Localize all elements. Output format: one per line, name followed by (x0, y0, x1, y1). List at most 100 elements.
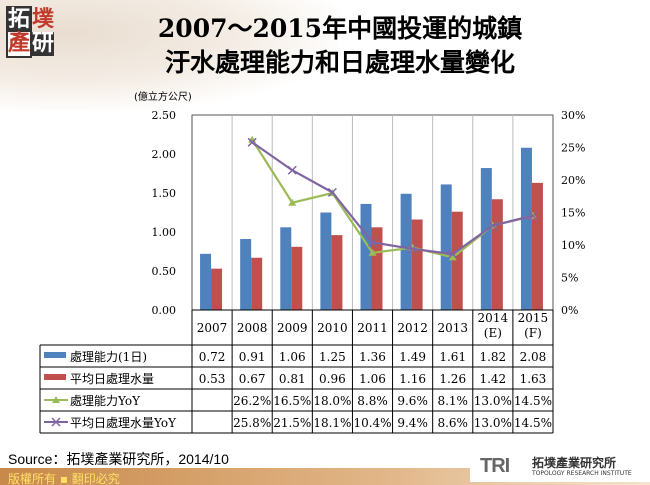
data-label: 10.4% (353, 416, 391, 430)
data-label: 1.42 (479, 372, 506, 386)
y-tick-label: 2.00 (152, 148, 177, 161)
x-marker (528, 211, 538, 221)
bar-daily-volume (371, 227, 383, 310)
y-tick-label: 1.50 (152, 187, 177, 200)
copyright-text: 版權所有 ▪ 翻印必究 (8, 472, 120, 485)
legend-label: 處理能力(1日) (70, 350, 147, 364)
data-label: 14.5% (514, 416, 552, 430)
data-label: 0.96 (319, 372, 346, 386)
bar-capacity (520, 147, 532, 310)
data-label: 1.06 (359, 372, 386, 386)
logo-char: 產 (8, 31, 31, 56)
bar-daily-volume (451, 211, 463, 310)
x-marker (408, 244, 418, 254)
data-label: 1.49 (399, 350, 426, 364)
x-tick-label: 2007 (197, 321, 228, 335)
x-tick-label: 2011 (357, 321, 388, 335)
data-label: 1.26 (439, 372, 466, 386)
data-label: 13.0% (474, 416, 512, 430)
data-label: 1.63 (520, 372, 547, 386)
x-tick-label: 2010 (317, 321, 348, 335)
bar-daily-volume (411, 219, 423, 310)
tri-mark: TRI (480, 455, 510, 478)
data-label: 2.08 (520, 350, 547, 364)
x-marker (448, 249, 458, 259)
legend-label: 平均日處理水量 (70, 372, 154, 386)
data-label: 9.4% (397, 416, 428, 430)
data-label: 1.16 (399, 372, 426, 386)
y-tick-label: 1.00 (152, 226, 177, 239)
y2-tick-label: 15% (561, 207, 585, 220)
bar-daily-volume (531, 182, 543, 310)
tri-name-cn: 拓墣產業研究所 (532, 456, 617, 470)
data-label: 1.61 (439, 350, 466, 364)
bar-capacity (480, 168, 492, 310)
tri-logo: TRI 拓墣產業研究所 TOPOLOGY RESEARCH INSTITUTE (470, 452, 650, 482)
x-tick-label: (F) (524, 326, 542, 340)
triangle-marker (288, 198, 297, 206)
bar-daily-volume (291, 246, 303, 310)
bar-capacity (240, 239, 252, 310)
data-label: 8.6% (437, 416, 468, 430)
y2-tick-label: 10% (561, 239, 585, 252)
y-tick-label: 2.50 (152, 109, 177, 122)
y2-tick-label: 0% (561, 304, 578, 317)
triangle-marker (368, 248, 377, 256)
data-label: 0.53 (199, 372, 226, 386)
data-label: 25.8% (233, 416, 271, 430)
tri-name-en: TOPOLOGY RESEARCH INSTITUTE (532, 470, 632, 477)
chart-title: 2007～2015年中國投運的城鎮 汙水處理能力和日處理水量變化 (100, 12, 580, 80)
logo-char: 研 (32, 31, 55, 56)
legend-key-0 (44, 352, 66, 358)
x-marker (287, 165, 297, 175)
data-label: 0.91 (239, 350, 266, 364)
background-map (0, 0, 340, 110)
legend-label: 處理能力YoY (70, 394, 141, 408)
x-marker (51, 417, 61, 427)
x-tick-label: (E) (484, 326, 502, 340)
title-line-1: 2007～2015年中國投運的城鎮 (157, 14, 523, 43)
data-label: 16.5% (273, 394, 311, 408)
y2-tick-label: 5% (561, 272, 578, 285)
y2-tick-label: 20% (561, 174, 585, 187)
bar-daily-volume (251, 257, 263, 310)
data-label: 18.0% (313, 394, 351, 408)
y2-tick-label: 30% (561, 109, 585, 122)
x-marker (247, 137, 257, 147)
data-label: 8.1% (437, 394, 468, 408)
tri-mark-text: TRI (480, 455, 510, 477)
data-label: 13.0% (474, 394, 512, 408)
x-tick-label: 2012 (397, 321, 428, 335)
x-marker (327, 187, 337, 197)
data-label: 26.2% (233, 394, 271, 408)
x-tick-label: 2015 (518, 311, 549, 325)
data-label: 1.06 (279, 350, 306, 364)
x-marker (488, 220, 498, 231)
data-label: 8.8% (357, 394, 388, 408)
bar-capacity (440, 184, 452, 310)
bar-daily-volume (491, 199, 503, 310)
legend-key-1 (44, 374, 66, 380)
y-tick-label: 0.00 (152, 304, 177, 317)
triangle-marker (448, 253, 457, 261)
logo-char: 拓 (8, 7, 31, 32)
y2-tick-label: 25% (561, 142, 585, 155)
bar-capacity (360, 203, 372, 310)
logo-char: 墣 (32, 7, 55, 32)
legend-label: 平均日處理水量YoY (70, 416, 177, 430)
data-label: 21.5% (273, 416, 311, 430)
data-label: 1.25 (319, 350, 346, 364)
bar-daily-volume (331, 235, 343, 310)
y-axis-unit: (億立方公尺) (134, 92, 192, 103)
logo: 拓 墣 產 研 (6, 6, 58, 58)
x-marker (367, 237, 378, 247)
data-label: 18.1% (313, 416, 351, 430)
data-label: 1.36 (359, 350, 386, 364)
bar-capacity (320, 212, 332, 310)
bar-capacity (400, 193, 412, 310)
x-tick-label: 2013 (437, 321, 468, 335)
data-label: 0.81 (279, 372, 306, 386)
triangle-marker (52, 396, 60, 403)
